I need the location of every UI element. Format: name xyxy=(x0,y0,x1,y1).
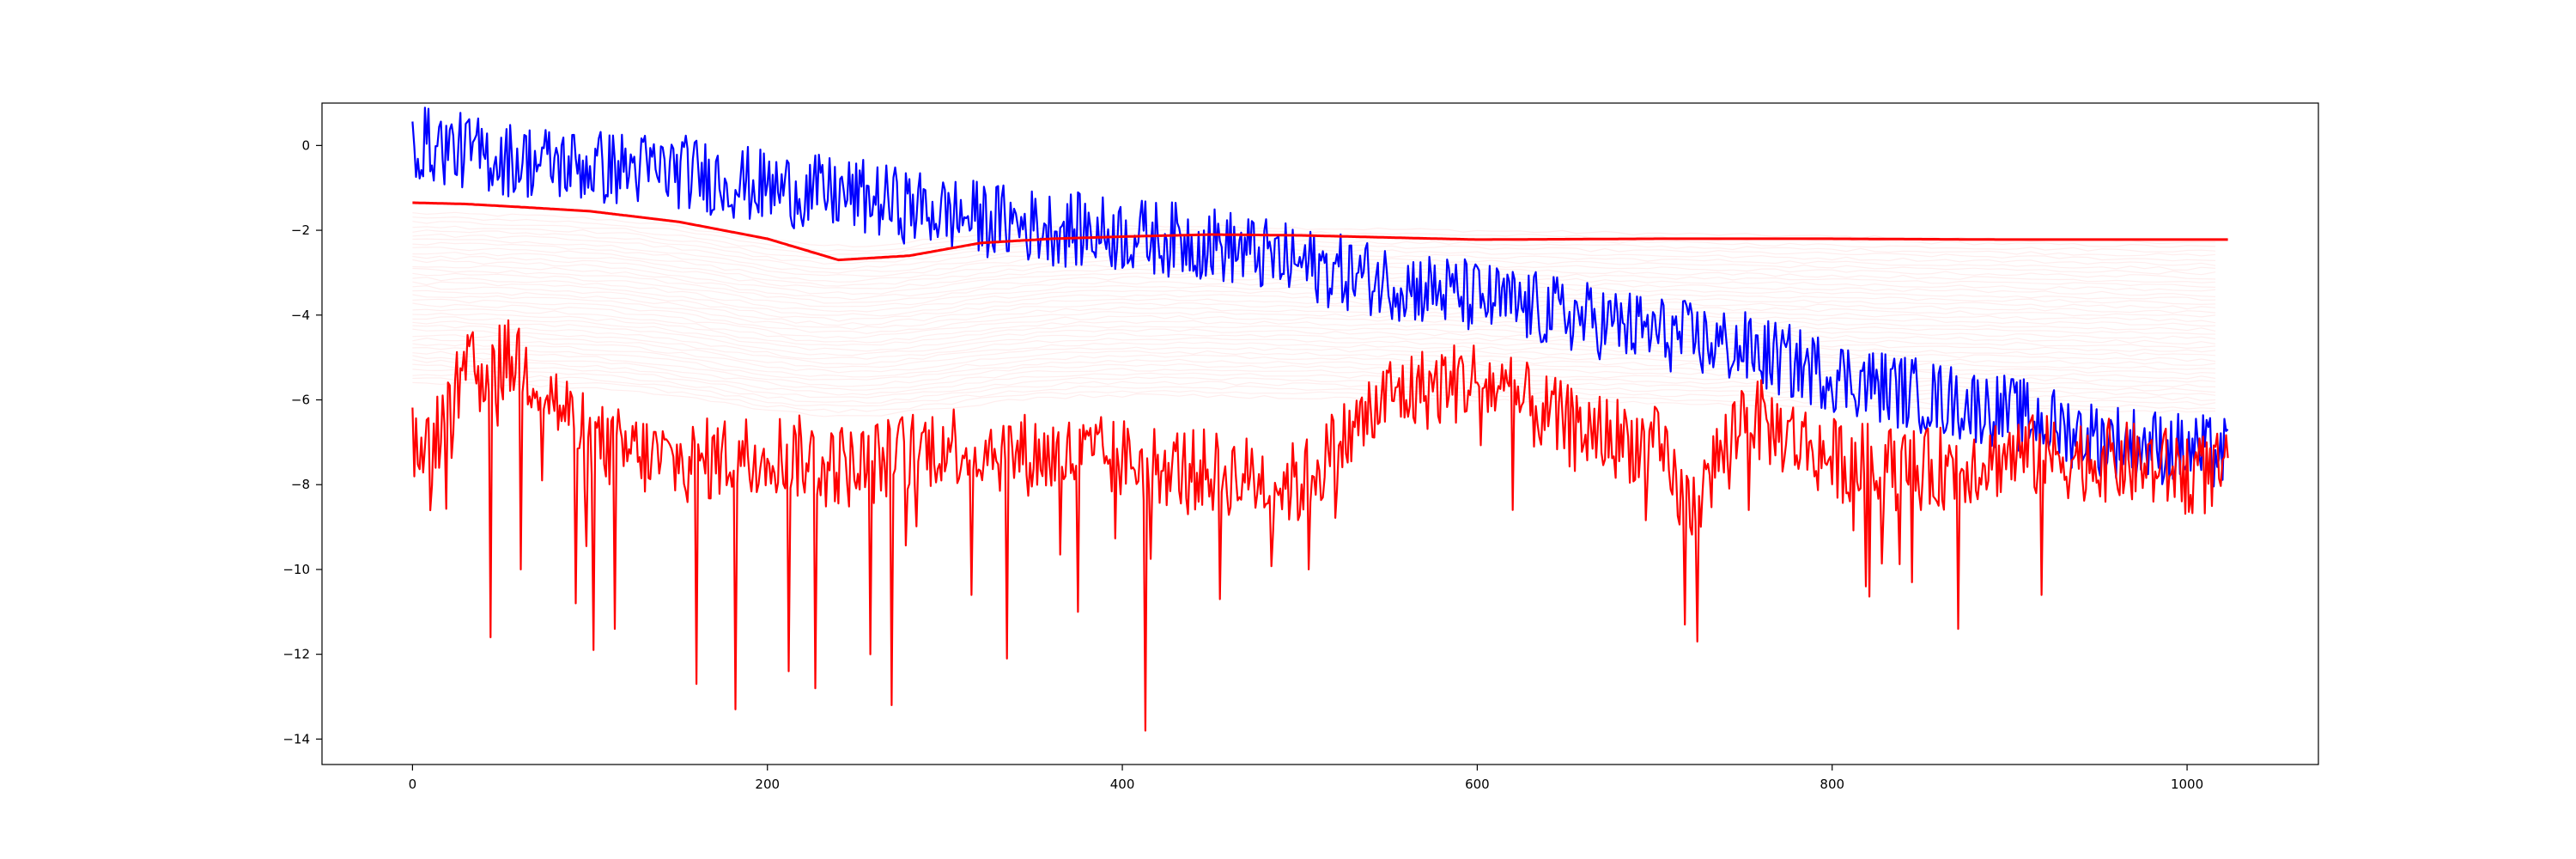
x-tick-label: 400 xyxy=(1110,777,1135,792)
faint-series-line xyxy=(412,277,2216,313)
y-tick-label: −6 xyxy=(291,393,310,408)
faint-series-group xyxy=(412,211,2216,417)
faint-series-line xyxy=(412,328,2216,365)
faint-series-line xyxy=(412,347,2216,381)
y-tick-label: −4 xyxy=(291,308,310,323)
faint-series-line xyxy=(412,302,2216,339)
x-tick-label: 800 xyxy=(1820,777,1844,792)
faint-series-line xyxy=(412,355,2216,391)
series-line-3 xyxy=(411,319,2229,732)
faint-series-line xyxy=(412,363,2216,399)
faint-series-line xyxy=(412,373,2216,407)
series-line-2 xyxy=(412,201,2228,262)
faint-series-line xyxy=(412,252,2216,287)
faint-series-line xyxy=(412,359,2216,396)
y-tick-label: −8 xyxy=(291,477,310,492)
faint-series-line xyxy=(412,377,2216,413)
faint-series-line xyxy=(412,313,2216,346)
faint-series-line xyxy=(412,255,2216,289)
y-tick-label: −10 xyxy=(283,562,310,577)
faint-series-line xyxy=(412,320,2216,356)
series-line-1 xyxy=(411,107,2229,488)
faint-series-line xyxy=(412,267,2216,304)
faint-series-line xyxy=(412,381,2216,417)
faint-series-line xyxy=(412,216,2216,253)
faint-series-line xyxy=(412,294,2216,330)
x-tick-label: 1000 xyxy=(2171,777,2203,792)
faint-series-line xyxy=(412,247,2216,283)
plot-frame xyxy=(321,102,2319,765)
faint-series-line xyxy=(412,289,2216,326)
faint-series-line xyxy=(412,298,2216,334)
faint-series-line xyxy=(412,325,2216,360)
faint-series-line xyxy=(412,369,2216,404)
y-tick-label: −14 xyxy=(283,731,310,746)
faint-series-line xyxy=(412,316,2216,352)
faint-series-line xyxy=(412,350,2216,387)
faint-series-line xyxy=(412,281,2216,317)
faint-series-line xyxy=(412,285,2216,322)
x-tick-label: 200 xyxy=(755,777,780,792)
y-tick-label: 0 xyxy=(301,137,310,153)
faint-series-line xyxy=(412,272,2216,308)
x-axis: 0 200 400 600 800 1000 xyxy=(409,765,2203,792)
x-tick-label: 600 xyxy=(1465,777,1490,792)
series-group xyxy=(411,107,2229,732)
y-tick-label: −2 xyxy=(291,222,310,238)
y-axis: 0 −2 −4 −6 −8 −10 −12 −14 xyxy=(283,137,322,746)
x-tick-label: 0 xyxy=(409,777,417,792)
y-tick-label: −12 xyxy=(283,647,310,662)
faint-series-line xyxy=(412,259,2216,295)
faint-series-line xyxy=(412,308,2216,344)
faint-series-line xyxy=(412,265,2216,301)
